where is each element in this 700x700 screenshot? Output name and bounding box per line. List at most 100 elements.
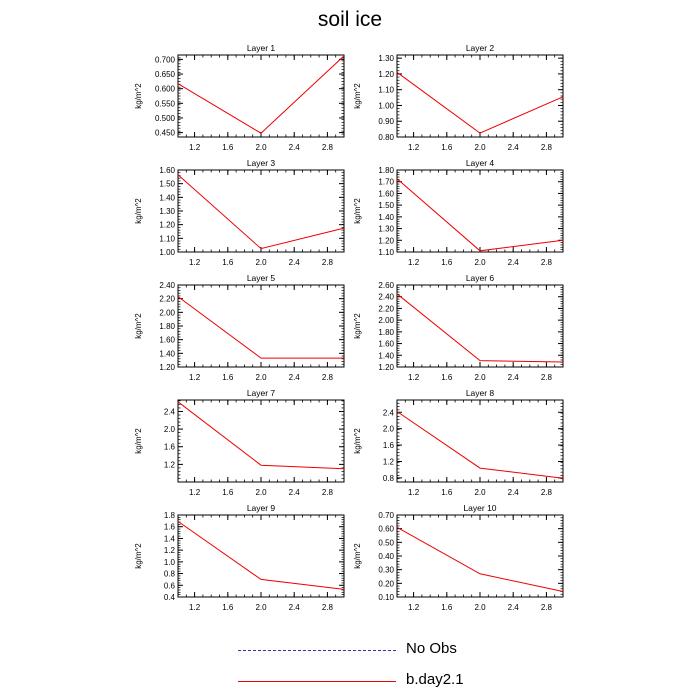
y-tick-label: 1.70: [378, 178, 394, 187]
y-tick-label: 2.0: [383, 425, 395, 434]
y-tick-label: 2.20: [378, 304, 394, 313]
x-tick-label: 2.4: [289, 373, 301, 382]
x-tick-label: 1.2: [189, 373, 201, 382]
y-tick-label: 1.2: [164, 460, 176, 469]
y-tick-label: 0.50: [378, 538, 394, 547]
x-tick-label: 2.8: [541, 258, 553, 267]
series-line-b-day2-1: [396, 411, 564, 479]
y-tick-label: 2.4: [164, 407, 176, 416]
y-tick-label: 0.4: [164, 593, 176, 602]
plot-title: Layer 7: [247, 388, 276, 398]
plot-frame: [396, 169, 564, 253]
y-tick-label: 1.30: [378, 225, 394, 234]
x-tick-label: 2.0: [474, 488, 486, 497]
y-tick-label: 1.60: [378, 189, 394, 198]
plot-layer-2: Layer 2 kg/m^2 1.2 1.6 2.0 2.4 2.8 1.30 1.20 1.10…: [353, 43, 564, 152]
plot-frame: [177, 399, 345, 483]
x-tick-label: 2.8: [322, 488, 334, 497]
y-tick-label: 1.6: [383, 441, 395, 450]
series-line-b-day2-1: [177, 520, 345, 590]
y-tick-label: 1.00: [378, 101, 394, 110]
y-tick-label: 0.10: [378, 593, 394, 602]
series-line-b-day2-1: [396, 71, 564, 134]
x-tick-label: 1.2: [408, 373, 420, 382]
x-tick-label: 1.6: [441, 603, 453, 612]
x-tick-label: 2.0: [474, 373, 486, 382]
x-tick-label: 2.8: [322, 258, 334, 267]
y-axis-label: kg/m^2: [134, 83, 143, 109]
y-tick-label: 2.4: [383, 408, 395, 417]
x-tick-label: 2.0: [255, 258, 267, 267]
y-tick-label: 1.80: [159, 322, 175, 331]
y-tick-label: 1.20: [378, 236, 394, 245]
y-tick-label: 0.500: [155, 114, 176, 123]
y-axis-label: kg/m^2: [353, 313, 362, 339]
plot-frame: [396, 514, 564, 598]
plot-layer-3: Layer 3 kg/m^2 1.2 1.6 2.0 2.4 2.8 1.60 1.50 1.40…: [134, 158, 345, 267]
y-tick-label: 1.10: [159, 234, 175, 243]
y-tick-label: 1.20: [378, 363, 394, 372]
x-tick-label: 2.4: [508, 143, 520, 152]
y-axis-label: kg/m^2: [353, 198, 362, 224]
series-line-b-day2-1: [396, 293, 564, 363]
plot-title: Layer 9: [247, 503, 276, 513]
y-tick-label: 0.700: [155, 55, 176, 64]
y-tick-label: 1.2: [164, 546, 176, 555]
series-line-b-day2-1: [396, 178, 564, 252]
x-tick-label: 1.6: [222, 373, 234, 382]
y-axis-label: kg/m^2: [134, 198, 143, 224]
plot-frame: [396, 54, 564, 138]
x-tick-label: 1.6: [441, 143, 453, 152]
y-tick-label: 1.80: [378, 328, 394, 337]
x-tick-label: 2.4: [289, 143, 301, 152]
y-tick-label: 0.40: [378, 552, 394, 561]
y-tick-label: 1.6: [164, 443, 176, 452]
plot-frame: [396, 284, 564, 368]
x-tick-label: 1.6: [441, 488, 453, 497]
y-tick-label: 1.40: [159, 349, 175, 358]
y-tick-label: 0.450: [155, 129, 176, 138]
y-tick-label: 0.8: [383, 474, 395, 483]
x-tick-label: 2.0: [255, 603, 267, 612]
plot-layer-9: Layer 9 kg/m^2 1.2 1.6 2.0 2.4 2.8 1.8 1.6 1.4 1.2…: [134, 503, 345, 612]
x-tick-label: 1.6: [222, 258, 234, 267]
y-axis-label: kg/m^2: [353, 428, 362, 454]
x-tick-label: 1.2: [408, 143, 420, 152]
y-tick-label: 1.40: [378, 351, 394, 360]
x-tick-label: 2.8: [541, 373, 553, 382]
x-tick-label: 2.8: [322, 603, 334, 612]
series-line-b-day2-1: [177, 401, 345, 470]
x-tick-label: 2.8: [541, 143, 553, 152]
y-tick-label: 2.40: [159, 281, 175, 290]
x-tick-label: 1.6: [222, 488, 234, 497]
y-tick-label: 1.50: [159, 180, 175, 189]
x-tick-label: 2.0: [474, 603, 486, 612]
y-tick-label: 1.60: [378, 340, 394, 349]
y-tick-label: 2.00: [159, 308, 175, 317]
series-line-b-day2-1: [396, 526, 564, 592]
y-tick-label: 0.80: [378, 133, 394, 142]
y-axis-label: kg/m^2: [353, 83, 362, 109]
y-tick-label: 0.60: [378, 525, 394, 534]
x-tick-label: 2.8: [541, 488, 553, 497]
y-tick-label: 0.70: [378, 511, 394, 520]
plot-title: Layer 4: [466, 158, 495, 168]
y-tick-label: 1.00: [159, 248, 175, 257]
y-tick-label: 1.20: [378, 70, 394, 79]
y-tick-label: 0.600: [155, 85, 176, 94]
x-tick-label: 2.4: [289, 258, 301, 267]
x-tick-label: 1.6: [441, 258, 453, 267]
y-tick-label: 1.40: [378, 213, 394, 222]
plot-layer-7: Layer 7 kg/m^2 1.2 1.6 2.0 2.4 2.8 2.4 2.0 1.6 1.2: [134, 388, 345, 497]
x-tick-label: 1.2: [408, 603, 420, 612]
y-axis-label: kg/m^2: [134, 543, 143, 569]
x-tick-label: 2.8: [541, 603, 553, 612]
y-tick-label: 1.60: [159, 166, 175, 175]
x-tick-label: 2.4: [508, 603, 520, 612]
x-tick-label: 1.6: [441, 373, 453, 382]
x-tick-label: 1.6: [222, 143, 234, 152]
y-tick-label: 1.6: [164, 523, 176, 532]
x-tick-label: 2.4: [289, 488, 301, 497]
y-axis-label: kg/m^2: [134, 313, 143, 339]
